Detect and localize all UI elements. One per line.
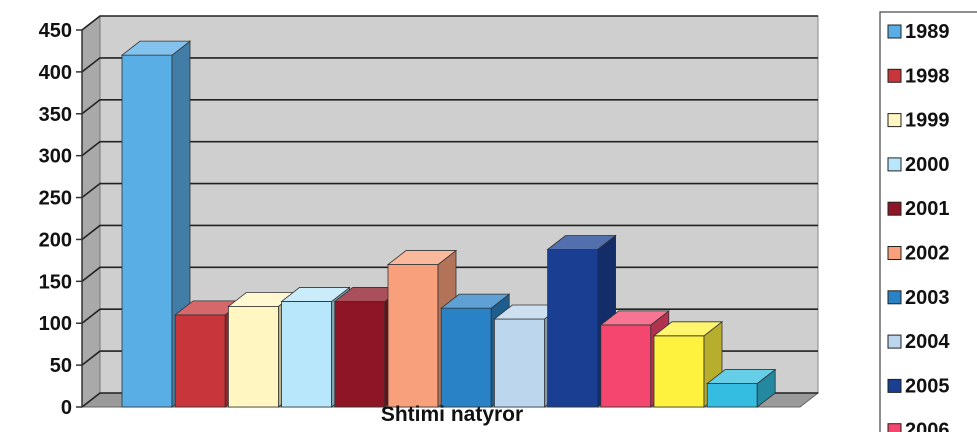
legend-item: 2004 — [887, 331, 950, 353]
bar-front — [706, 383, 758, 408]
bars — [120, 40, 777, 408]
legend-item: 1998 — [887, 65, 950, 87]
y-axis: 0 50 100 150 200 250 300 350 400 450 — [39, 20, 83, 419]
legend-swatch — [887, 423, 902, 432]
gridline — [81, 57, 818, 73]
side-wall — [81, 14, 101, 409]
legend: 1989 1998 1999 2000 2001 2002 2003 2004 2005 2006 — [879, 11, 977, 432]
legend-swatch — [887, 290, 902, 305]
bar-top — [706, 369, 777, 384]
gridline — [81, 15, 818, 31]
bar-front — [281, 301, 333, 408]
y-tick-label: 100 — [39, 313, 72, 335]
bar-front — [493, 318, 545, 408]
legend-item: 2001 — [887, 198, 950, 220]
legend-swatch — [887, 246, 902, 260]
legend-label: 1989 — [905, 21, 950, 43]
bar-front — [227, 306, 279, 408]
y-tick-label: 50 — [50, 355, 72, 377]
legend-label: 2005 — [905, 375, 950, 397]
legend-label: 1999 — [905, 110, 950, 132]
gridline — [81, 182, 818, 199]
bar — [706, 368, 777, 408]
bar-top — [120, 40, 192, 56]
y-tick-label: 300 — [39, 146, 72, 168]
legend-swatch — [887, 157, 902, 172]
x-axis-label: Shtimi natyror — [381, 403, 523, 426]
legend-item: 2005 — [887, 375, 950, 397]
legend-item: 1989 — [887, 21, 950, 43]
bar-front — [174, 314, 226, 408]
bar-top — [440, 293, 511, 309]
legend-swatch — [887, 24, 902, 39]
legend-label: 1998 — [905, 65, 950, 87]
legend-item: 2003 — [887, 287, 950, 309]
y-tick-label: 0 — [61, 397, 72, 419]
legend-label: 2002 — [905, 243, 950, 265]
bar-top — [599, 310, 670, 326]
legend-item: 2002 — [887, 243, 950, 265]
legend-item: 2000 — [887, 154, 950, 176]
y-tick-label: 250 — [39, 188, 72, 210]
gridline — [81, 224, 818, 241]
legend-swatch — [887, 378, 902, 393]
legend-item: 2006 — [887, 420, 950, 432]
legend-swatch — [887, 113, 902, 128]
legend-item: 1999 — [887, 110, 950, 132]
legend-swatch — [887, 334, 902, 349]
bar-front — [440, 307, 492, 408]
bar-front — [547, 249, 598, 408]
bar-front — [334, 301, 386, 408]
bar-front — [387, 264, 439, 408]
gridline — [81, 98, 818, 115]
bar-front — [600, 324, 652, 408]
legend-label: 2003 — [905, 287, 950, 309]
bar-top — [546, 235, 617, 250]
bar-front — [121, 54, 173, 408]
legend-swatch — [887, 68, 902, 83]
bar-top — [386, 250, 458, 265]
gridline — [81, 140, 818, 157]
y-tick-label: 400 — [39, 62, 72, 84]
bar-front — [653, 335, 705, 408]
legend-label: 2006 — [905, 420, 950, 432]
y-tick-label: 200 — [39, 229, 72, 251]
y-tick-label: 350 — [39, 104, 72, 126]
y-tick-label: 150 — [39, 271, 72, 293]
legend-label: 2000 — [905, 154, 950, 176]
legend-swatch — [887, 201, 902, 216]
legend-label: 2001 — [905, 198, 950, 220]
bar-top — [652, 321, 724, 337]
y-tick-label: 450 — [39, 20, 72, 42]
legend-label: 2004 — [905, 331, 950, 353]
bar-top — [280, 287, 351, 302]
